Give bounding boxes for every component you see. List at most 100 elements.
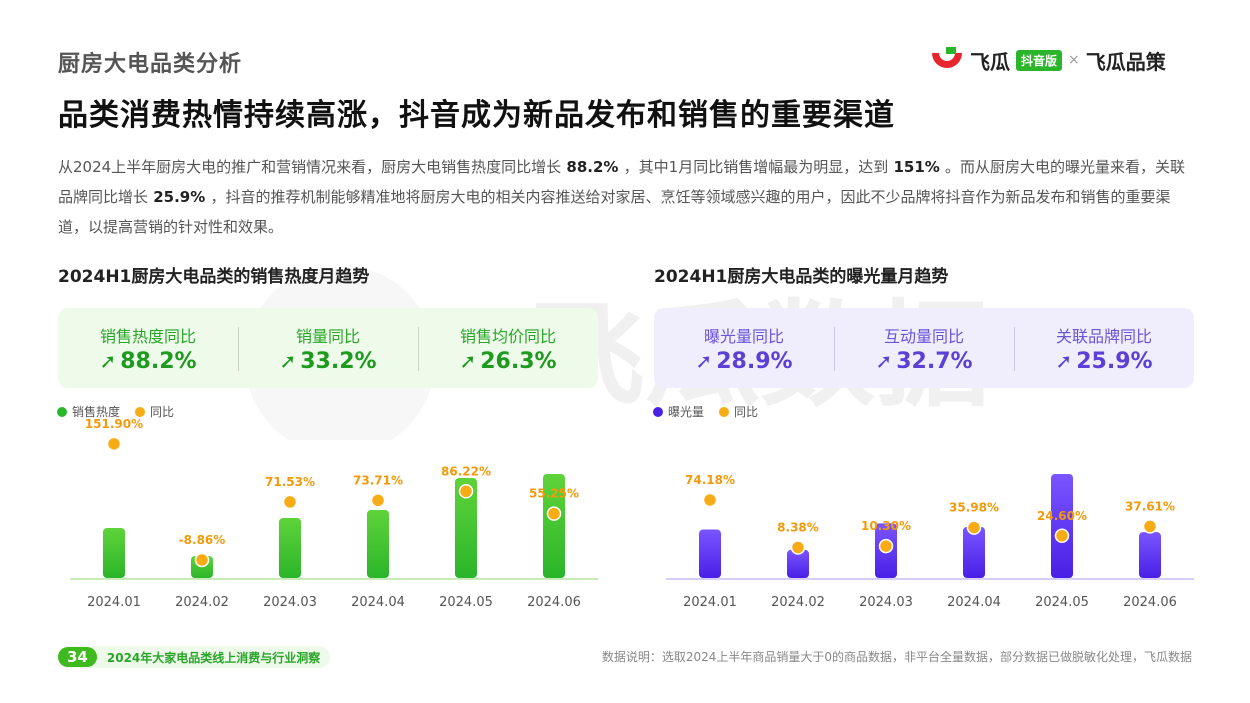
up-arrow-icon: ➚ bbox=[875, 348, 893, 373]
kpi-label: 销量同比 bbox=[295, 326, 360, 346]
x-tick-label: 2024.02 bbox=[175, 595, 229, 610]
up-arrow-icon: ➚ bbox=[1055, 348, 1073, 373]
yoy-point bbox=[702, 492, 718, 508]
kpi-value: 33.2% bbox=[300, 348, 377, 374]
kpi-value-row: ➚ 26.3% bbox=[418, 349, 598, 374]
legend-bar-label: 曝光量 bbox=[668, 405, 704, 419]
bar bbox=[455, 478, 477, 578]
chart-legend: 曝光量 同比 bbox=[653, 405, 758, 419]
yoy-point bbox=[1054, 528, 1070, 544]
legend-yoy-label: 同比 bbox=[734, 405, 758, 419]
kpi-value-row: ➚ 88.2% bbox=[58, 349, 238, 374]
yoy-point bbox=[546, 506, 562, 521]
intro-text-2: ，其中1月同比销售增幅最为明显，达到 bbox=[623, 158, 889, 176]
sales-heat-chart-title: 2024H1厨房大电品类的销售热度月趋势 bbox=[58, 267, 370, 287]
section-title: 厨房大电品类分析 bbox=[58, 52, 243, 77]
legend-bar-label: 销售热度 bbox=[72, 404, 120, 419]
brand-logo: 飞瓜 抖音版 × 飞瓜品策 bbox=[930, 44, 1166, 76]
kpi-value: 25.9% bbox=[1076, 348, 1153, 374]
kpi-value-row: ➚ 32.7% bbox=[834, 349, 1014, 374]
kpi-sales-heat: 销售热度同比 ➚ 88.2% bbox=[58, 323, 238, 374]
kpi-label: 互动量同比 bbox=[883, 326, 964, 346]
x-tick-label: 2024.04 bbox=[351, 595, 405, 610]
bar bbox=[103, 528, 125, 578]
yoy-point bbox=[370, 493, 386, 508]
exposure-chart: 曝光量 同比 74.18% 2024.01 8.38% 2024.02 10.30% 2024… bbox=[653, 405, 1194, 610]
yoy-point bbox=[106, 436, 122, 452]
yoy-data-label: 74.18% bbox=[685, 473, 735, 487]
intro-paragraph: 从2024上半年厨房大电的推广和营销情况来看，厨房大电销售热度同比增长 88.2… bbox=[58, 152, 1198, 242]
up-arrow-icon: ➚ bbox=[99, 348, 117, 373]
sales-kpi-box: 销售热度同比 ➚ 88.2% 销量同比 ➚ 33.2% 销售均价同比 ➚ 26.3% bbox=[58, 308, 598, 388]
x-tick-label: 2024.05 bbox=[439, 595, 493, 610]
x-tick-label: 2024.03 bbox=[859, 595, 913, 610]
kpi-value: 32.7% bbox=[896, 348, 973, 374]
feigua-logo-icon bbox=[930, 45, 964, 75]
legend-bar-swatch bbox=[653, 407, 663, 417]
yoy-point bbox=[966, 520, 982, 535]
bar bbox=[787, 549, 809, 578]
legend-yoy-label: 同比 bbox=[150, 405, 174, 419]
logo-separator: × bbox=[1068, 52, 1080, 68]
footer-page-tag: 34 2024年大家电品类线上消费与行业洞察 bbox=[58, 646, 331, 668]
intro-text-3: 。而从厨房大电的曝光量来看，关联品牌同比增长 bbox=[58, 158, 1186, 206]
yoy-data-label: 71.53% bbox=[265, 475, 315, 489]
x-tick-label: 2024.04 bbox=[947, 595, 1001, 610]
data-note: 数据说明：选取2024上半年商品销量大于0的商品数据，非平台全量数据，部分数据已… bbox=[601, 650, 1192, 664]
intro-text-4: ，抖音的推荐机制能够精准地将厨房大电的相关内容推送给对家居、烹饪等领域感兴趣的用… bbox=[58, 188, 1171, 236]
kpi-label: 销售热度同比 bbox=[99, 326, 196, 346]
intro-value-3: 25.9% bbox=[148, 188, 211, 206]
yoy-point bbox=[878, 538, 894, 554]
x-tick-label: 2024.01 bbox=[683, 595, 737, 610]
kpi-exposure: 曝光量同比 ➚ 28.9% bbox=[654, 323, 834, 374]
yoy-data-label: 10.30% bbox=[861, 519, 911, 533]
yoy-point bbox=[790, 540, 806, 555]
x-tick-label: 2024.02 bbox=[771, 595, 825, 610]
yoy-data-label: 37.61% bbox=[1125, 499, 1175, 513]
kpi-value-row: ➚ 28.9% bbox=[654, 349, 834, 374]
intro-value-2: 151% bbox=[888, 158, 946, 176]
logo-badge: 抖音版 bbox=[1016, 49, 1063, 71]
logo-brand-text: 飞瓜 bbox=[970, 49, 1010, 74]
yoy-data-label: 55.25% bbox=[529, 487, 579, 501]
sales-heat-chart: 销售热度 同比 151.90% 2024.01 -8.86% 2024.02 71.53% 2… bbox=[57, 404, 598, 610]
intro-text-1: 从2024上半年厨房大电的推广和营销情况来看，厨房大电销售热度同比增长 bbox=[58, 158, 562, 176]
x-tick-label: 2024.03 bbox=[263, 595, 317, 610]
yoy-point bbox=[458, 484, 474, 499]
yoy-point bbox=[282, 494, 298, 510]
page-number: 34 bbox=[58, 647, 97, 667]
x-tick-label: 2024.01 bbox=[87, 595, 141, 610]
x-tick-label: 2024.06 bbox=[527, 595, 581, 610]
up-arrow-icon: ➚ bbox=[279, 348, 297, 373]
kpi-value: 26.3% bbox=[480, 348, 557, 374]
kpi-interaction: 互动量同比 ➚ 32.7% bbox=[834, 323, 1014, 374]
bar bbox=[963, 526, 985, 578]
kpi-value-row: ➚ 33.2% bbox=[238, 349, 418, 374]
kpi-label: 曝光量同比 bbox=[703, 326, 784, 346]
up-arrow-icon: ➚ bbox=[459, 348, 477, 373]
page-headline: 品类消费热情持续高涨，抖音成为新品发布和销售的重要渠道 bbox=[58, 98, 895, 133]
kpi-value: 28.9% bbox=[716, 348, 793, 374]
legend-yoy-swatch bbox=[135, 407, 145, 417]
yoy-data-label: 35.98% bbox=[949, 501, 999, 515]
exposure-chart-title: 2024H1厨房大电品类的曝光量月趋势 bbox=[654, 267, 949, 287]
x-tick-label: 2024.06 bbox=[1123, 595, 1177, 610]
sales-heat-panel: 2024H1厨房大电品类的销售热度月趋势 销售热度同比 ➚ 88.2% 销量同比 … bbox=[57, 262, 598, 622]
up-arrow-icon: ➚ bbox=[695, 348, 713, 373]
kpi-sales-volume: 销量同比 ➚ 33.2% bbox=[238, 323, 418, 374]
yoy-data-label: -8.86% bbox=[179, 533, 226, 547]
kpi-label: 关联品牌同比 bbox=[1055, 326, 1152, 346]
bar bbox=[367, 510, 389, 578]
kpi-value-row: ➚ 25.9% bbox=[1014, 349, 1194, 374]
exposure-panel: 2024H1厨房大电品类的曝光量月趋势 曝光量同比 ➚ 28.9% 互动量同比 ➚… bbox=[653, 262, 1194, 622]
legend-yoy-swatch bbox=[719, 407, 729, 417]
intro-value-1: 88.2% bbox=[561, 158, 624, 176]
report-title: 2024年大家电品类线上消费与行业洞察 bbox=[106, 650, 321, 665]
x-tick-label: 2024.05 bbox=[1035, 595, 1089, 610]
kpi-related-brands: 关联品牌同比 ➚ 25.9% bbox=[1014, 323, 1194, 374]
yoy-data-label: 73.71% bbox=[353, 473, 403, 487]
yoy-data-label: 151.90% bbox=[85, 417, 143, 431]
bar bbox=[1051, 474, 1073, 578]
yoy-data-label: 86.22% bbox=[441, 464, 491, 478]
legend-bar-swatch bbox=[57, 407, 67, 417]
